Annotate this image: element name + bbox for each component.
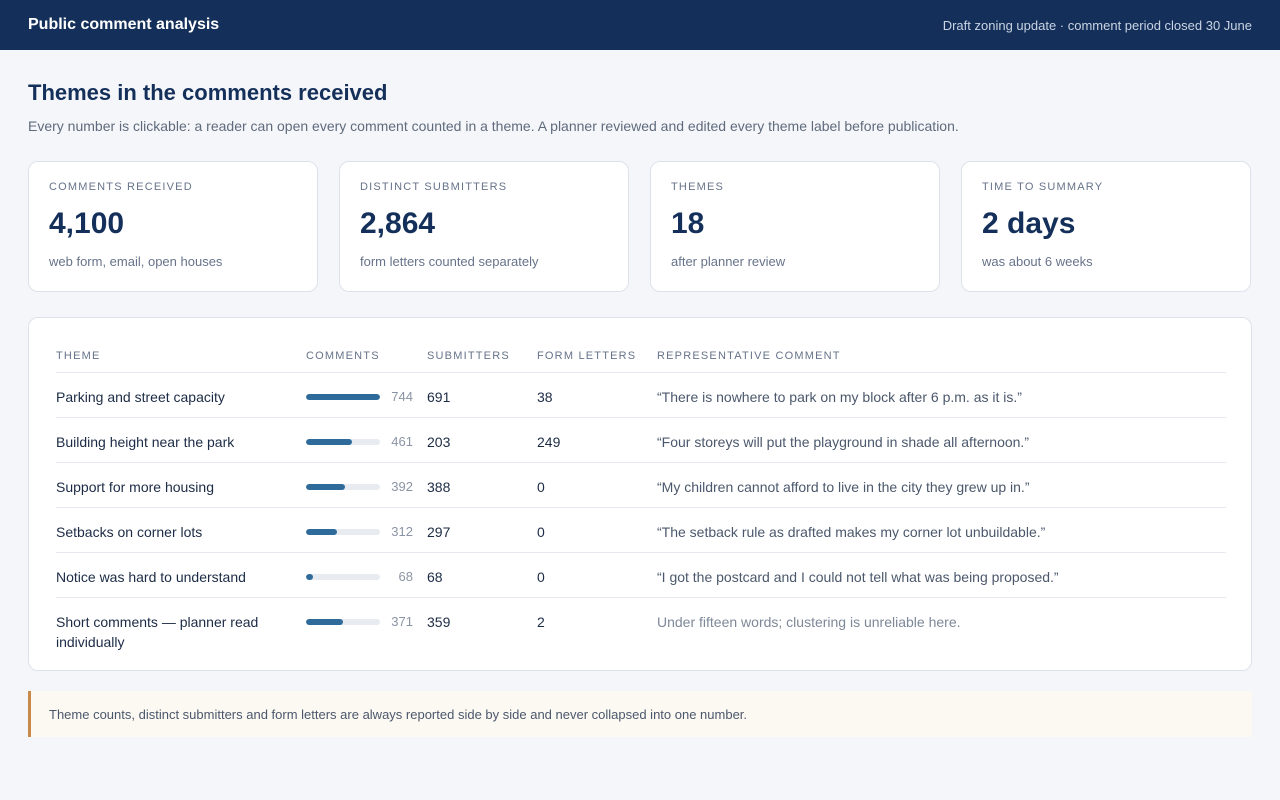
bar-fill <box>306 438 352 445</box>
page-title: Themes in the comments received <box>28 80 388 105</box>
theme-label[interactable]: Short comments — planner read individual… <box>56 613 259 650</box>
themes-table-card: Theme Comments Submitters Form letters R… <box>28 317 1252 671</box>
comments-count[interactable]: 744 <box>391 388 413 404</box>
form-letters-count[interactable]: 0 <box>537 462 657 508</box>
form-letters-count[interactable]: 2 <box>537 613 545 630</box>
table-row[interactable]: Setbacks on corner lots 312 297 0 “The setba… <box>56 507 1226 553</box>
theme-label[interactable]: Setbacks on corner lots <box>56 507 306 553</box>
submitters-count[interactable]: 203 <box>427 417 537 463</box>
stat-label: Comments received <box>49 181 193 193</box>
stat-value[interactable]: 2,864 <box>360 207 436 240</box>
table-row[interactable]: Building height near the park 461 203 249 “F… <box>56 417 1226 463</box>
comments-bar[interactable]: 392 <box>306 477 427 497</box>
context-line: Draft zoning update · comment period clo… <box>942 17 1252 33</box>
bar-fill <box>306 528 338 535</box>
stat-card-themes[interactable]: Themes 18 after planner review <box>650 161 940 292</box>
stat-note: was about 6 weeks <box>982 254 1093 269</box>
theme-label[interactable]: Notice was hard to understand <box>56 552 306 598</box>
stat-note: form letters counted separately <box>360 254 539 269</box>
comments-cell[interactable]: 392 <box>306 462 427 508</box>
comments-cell[interactable]: 461 <box>306 417 427 463</box>
submitters-count[interactable]: 691 <box>427 372 537 418</box>
form-letters-count[interactable]: 38 <box>537 372 657 418</box>
stat-note: web form, email, open houses <box>49 254 223 269</box>
form-letters-count[interactable]: 0 <box>537 507 657 553</box>
bar-track <box>306 393 380 400</box>
representative-comment[interactable]: “My children cannot afford to live in th… <box>657 462 1226 508</box>
comments-cell[interactable]: 312 <box>306 507 427 553</box>
stat-card-time-to-summary[interactable]: Time to summary 2 days was about 6 weeks <box>961 161 1251 292</box>
representative-comment[interactable]: “The setback rule as drafted makes my co… <box>657 507 1226 553</box>
summary-stats: Comments received 4,100 web form, email,… <box>28 161 1252 292</box>
header-submitters: Submitters <box>427 340 537 373</box>
bar-fill <box>306 573 313 580</box>
top-bar: Public comment analysis Draft zoning upd… <box>0 0 1280 50</box>
form-letters-count[interactable]: 249 <box>537 417 657 463</box>
bar-fill <box>306 393 380 400</box>
bar-track <box>306 438 380 445</box>
comments-cell[interactable]: 371 <box>306 597 427 655</box>
stat-card-comments-received[interactable]: Comments received 4,100 web form, email,… <box>28 161 318 292</box>
stat-note: after planner review <box>671 254 786 269</box>
bar-track <box>306 528 380 535</box>
header-representative-comment: Representative comment <box>657 340 1226 373</box>
app-title: Public comment analysis <box>28 16 220 33</box>
header-comments: Comments <box>306 340 427 373</box>
submitters-count[interactable]: 388 <box>427 462 537 508</box>
stat-value[interactable]: 4,100 <box>49 207 125 240</box>
theme-label[interactable]: Building height near the park <box>56 417 306 463</box>
comments-count[interactable]: 371 <box>391 613 413 629</box>
representative-comment[interactable]: “There is nowhere to park on my block af… <box>657 372 1226 418</box>
comments-count[interactable]: 392 <box>391 478 413 494</box>
themes-table: Theme Comments Submitters Form letters R… <box>56 340 1226 655</box>
header-form-letters: Form letters <box>537 340 657 373</box>
comments-cell[interactable]: 68 <box>306 552 427 598</box>
table-row[interactable]: Support for more housing 392 388 0 “My child… <box>56 462 1226 508</box>
stat-label: Time to summary <box>982 181 1104 193</box>
table-row[interactable]: Notice was hard to understand 68 68 0 “I got… <box>56 552 1226 598</box>
main-content: Themes in the comments received Every nu… <box>0 50 1280 737</box>
reporting-note: Theme counts, distinct submitters and fo… <box>28 691 1252 737</box>
stat-value[interactable]: 2 days <box>982 207 1076 240</box>
representative-comment[interactable]: “Four storeys will put the playground in… <box>657 417 1226 463</box>
bar-fill <box>306 483 345 490</box>
theme-label[interactable]: Parking and street capacity <box>56 372 306 418</box>
bar-fill <box>306 618 343 625</box>
bar-track <box>306 573 380 580</box>
comments-bar[interactable]: 744 <box>306 387 427 407</box>
stat-card-distinct-submitters[interactable]: Distinct submitters 2,864 form letters c… <box>339 161 629 292</box>
form-letters-count[interactable]: 0 <box>537 552 657 598</box>
representative-comment[interactable]: “I got the postcard and I could not tell… <box>657 552 1226 598</box>
comments-cell[interactable]: 744 <box>306 372 427 418</box>
comments-count[interactable]: 68 <box>398 568 413 584</box>
bar-track <box>306 618 380 625</box>
comments-count[interactable]: 461 <box>391 433 413 449</box>
comments-bar[interactable]: 68 <box>306 567 427 587</box>
stat-value[interactable]: 18 <box>671 207 705 240</box>
table-body: Parking and street capacity 744 691 38 “Ther… <box>56 372 1226 655</box>
stat-label: Themes <box>671 181 725 193</box>
comments-bar[interactable]: 461 <box>306 432 427 452</box>
comments-count[interactable]: 312 <box>391 523 413 539</box>
table-row[interactable]: Short comments — planner read individual… <box>56 597 1226 655</box>
theme-label[interactable]: Support for more housing <box>56 462 306 508</box>
bar-track <box>306 483 380 490</box>
submitters-count[interactable]: 68 <box>427 552 537 598</box>
representative-comment[interactable]: Under fifteen words; clustering is unrel… <box>657 613 961 630</box>
comments-bar[interactable]: 312 <box>306 522 427 542</box>
submitters-count[interactable]: 359 <box>427 613 451 630</box>
comments-bar[interactable]: 371 <box>306 612 427 632</box>
submitters-count[interactable]: 297 <box>427 507 537 553</box>
header-theme: Theme <box>56 340 306 373</box>
table-header-row: Theme Comments Submitters Form letters R… <box>56 340 1226 373</box>
table-row[interactable]: Parking and street capacity 744 691 38 “Ther… <box>56 372 1226 418</box>
page-subtitle: Every number is clickable: a reader can … <box>28 118 959 134</box>
stat-label: Distinct submitters <box>360 181 508 193</box>
